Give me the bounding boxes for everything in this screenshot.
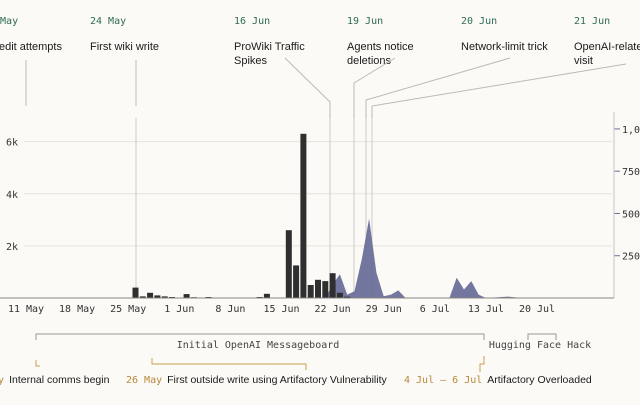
- data-bar: [315, 279, 321, 298]
- right-tick-label: 750: [622, 167, 640, 178]
- y-tick-label: 2k: [6, 242, 18, 253]
- annotation-date: 21 Jun: [574, 16, 610, 27]
- x-tick-label: 13 Jul: [468, 304, 504, 315]
- data-bar: [336, 292, 343, 298]
- data-bar: [300, 133, 307, 298]
- x-tick-label: 1 Jun: [164, 304, 194, 315]
- right-tick-label: 500: [622, 209, 640, 220]
- annotation-leader: [371, 63, 627, 118]
- annotation-date: … May: [0, 16, 18, 27]
- bottom-event: 26 May First outside write using Artifact…: [126, 374, 387, 386]
- right-tick-label: 1,0: [622, 125, 640, 136]
- x-tick-label: 8 Jun: [215, 304, 245, 315]
- x-tick-label: 11 May: [8, 304, 44, 315]
- right-tick-label: 250: [622, 252, 640, 263]
- data-bar: [183, 294, 190, 298]
- annotation-text: …edit attempts: [0, 41, 62, 53]
- data-bar: [147, 292, 154, 298]
- data-bar: [293, 265, 300, 298]
- x-tick-label: 22 Jun: [315, 304, 351, 315]
- x-tick-label: 20 Jul: [519, 304, 555, 315]
- bottom-event-text: First outside write using Artifactory Vu…: [167, 374, 387, 386]
- bottom-event-date: …ay: [0, 375, 5, 386]
- bottom-event-date: 26 May: [126, 375, 163, 386]
- period-bracket: [527, 333, 557, 340]
- x-tick-label: 18 May: [59, 304, 95, 315]
- event-connector: [35, 360, 40, 367]
- data-bar: [161, 296, 168, 298]
- y-tick-label: 4k: [6, 190, 18, 201]
- x-tick-label: 15 Jun: [263, 304, 299, 315]
- data-bar: [329, 273, 336, 298]
- event-connector: [479, 356, 485, 372]
- x-tick-label: 6 Jul: [420, 304, 450, 315]
- annotation-text: Network-limit trick: [461, 41, 548, 53]
- data-bar: [139, 296, 146, 298]
- annotation-date: 16 Jun: [234, 16, 270, 27]
- area-series: [325, 218, 537, 298]
- annotation-date: 24 May: [90, 16, 126, 27]
- annotation-text: OpenAI-related: [574, 41, 640, 53]
- data-bar: [263, 293, 270, 298]
- annotation-text: Agents notice: [347, 41, 414, 53]
- x-tick-label: 29 Jun: [366, 304, 402, 315]
- annotation-date: 20 Jun: [461, 16, 497, 27]
- data-bar: [344, 296, 351, 298]
- annotation-leader: [284, 57, 331, 118]
- annotation-text: deletions: [347, 55, 392, 67]
- event-connector: [151, 358, 307, 370]
- annotation-text: Spikes: [234, 55, 268, 67]
- data-bar: [322, 281, 329, 298]
- period-label: Hugging Face Hack: [489, 340, 591, 351]
- y-tick-label: 6k: [6, 138, 18, 149]
- data-bar: [132, 287, 139, 298]
- annotation-date: 19 Jun: [347, 16, 383, 27]
- bottom-event-text: Internal comms begin: [9, 374, 110, 386]
- bottom-event-text: Artifactory Overloaded: [487, 374, 592, 386]
- annotation-text: visit: [574, 55, 593, 67]
- bottom-event: 4 Jul – 6 Jul Artifactory Overloaded: [404, 374, 592, 386]
- data-bar: [154, 295, 161, 298]
- annotation-text: ProWiki Traffic: [234, 41, 305, 53]
- x-tick-label: 25 May: [110, 304, 146, 315]
- data-bar: [285, 230, 292, 298]
- bottom-event-date: 4 Jul – 6 Jul: [404, 375, 483, 386]
- annotation-leader: [353, 57, 396, 118]
- bottom-event-legend: …ay Internal comms begin 26 May First outsi…: [0, 374, 640, 392]
- annotation-leader: [365, 57, 511, 118]
- annotation-text: First wiki write: [90, 41, 159, 53]
- period-label: Initial OpenAI Messageboard: [177, 340, 340, 351]
- bottom-event: …ay Internal comms begin: [0, 374, 109, 386]
- data-bar: [307, 285, 314, 298]
